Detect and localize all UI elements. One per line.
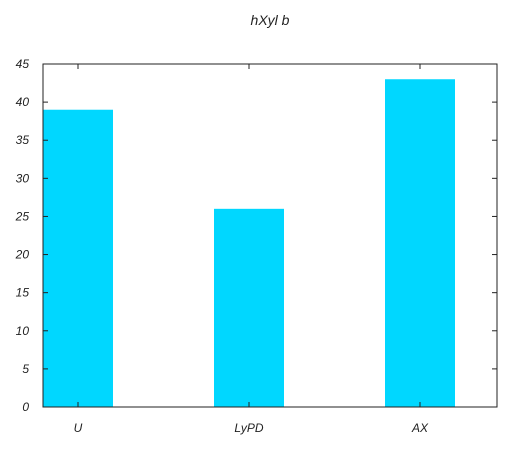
bar-lypd (214, 208, 284, 407)
bars-group (43, 79, 455, 407)
y-tick-label: 10 (16, 324, 30, 338)
plot-frame (42, 63, 498, 408)
x-ticks-group: U LyPD AX (74, 64, 429, 435)
x-tick-label: AX (411, 421, 429, 435)
y-tick-label: 20 (15, 248, 30, 262)
y-tick-label: 30 (16, 171, 30, 185)
axes-group (42, 63, 498, 408)
y-tick-label: 0 (22, 400, 29, 414)
y-tick-label: 45 (16, 57, 30, 71)
y-tick-label: 25 (15, 209, 30, 223)
bar-ax (385, 79, 455, 407)
x-tick-label: U (74, 421, 83, 435)
y-tick-label: 15 (16, 286, 30, 300)
bar-u (43, 109, 113, 407)
x-tick-label: LyPD (234, 421, 263, 435)
y-tick-label: 35 (16, 133, 30, 147)
y-tick-label: 40 (16, 95, 30, 109)
y-ticks-group: 0 5 10 15 20 25 30 35 40 45 (15, 57, 497, 414)
chart-title: hXyl b (251, 12, 290, 28)
y-tick-label: 5 (22, 362, 29, 376)
